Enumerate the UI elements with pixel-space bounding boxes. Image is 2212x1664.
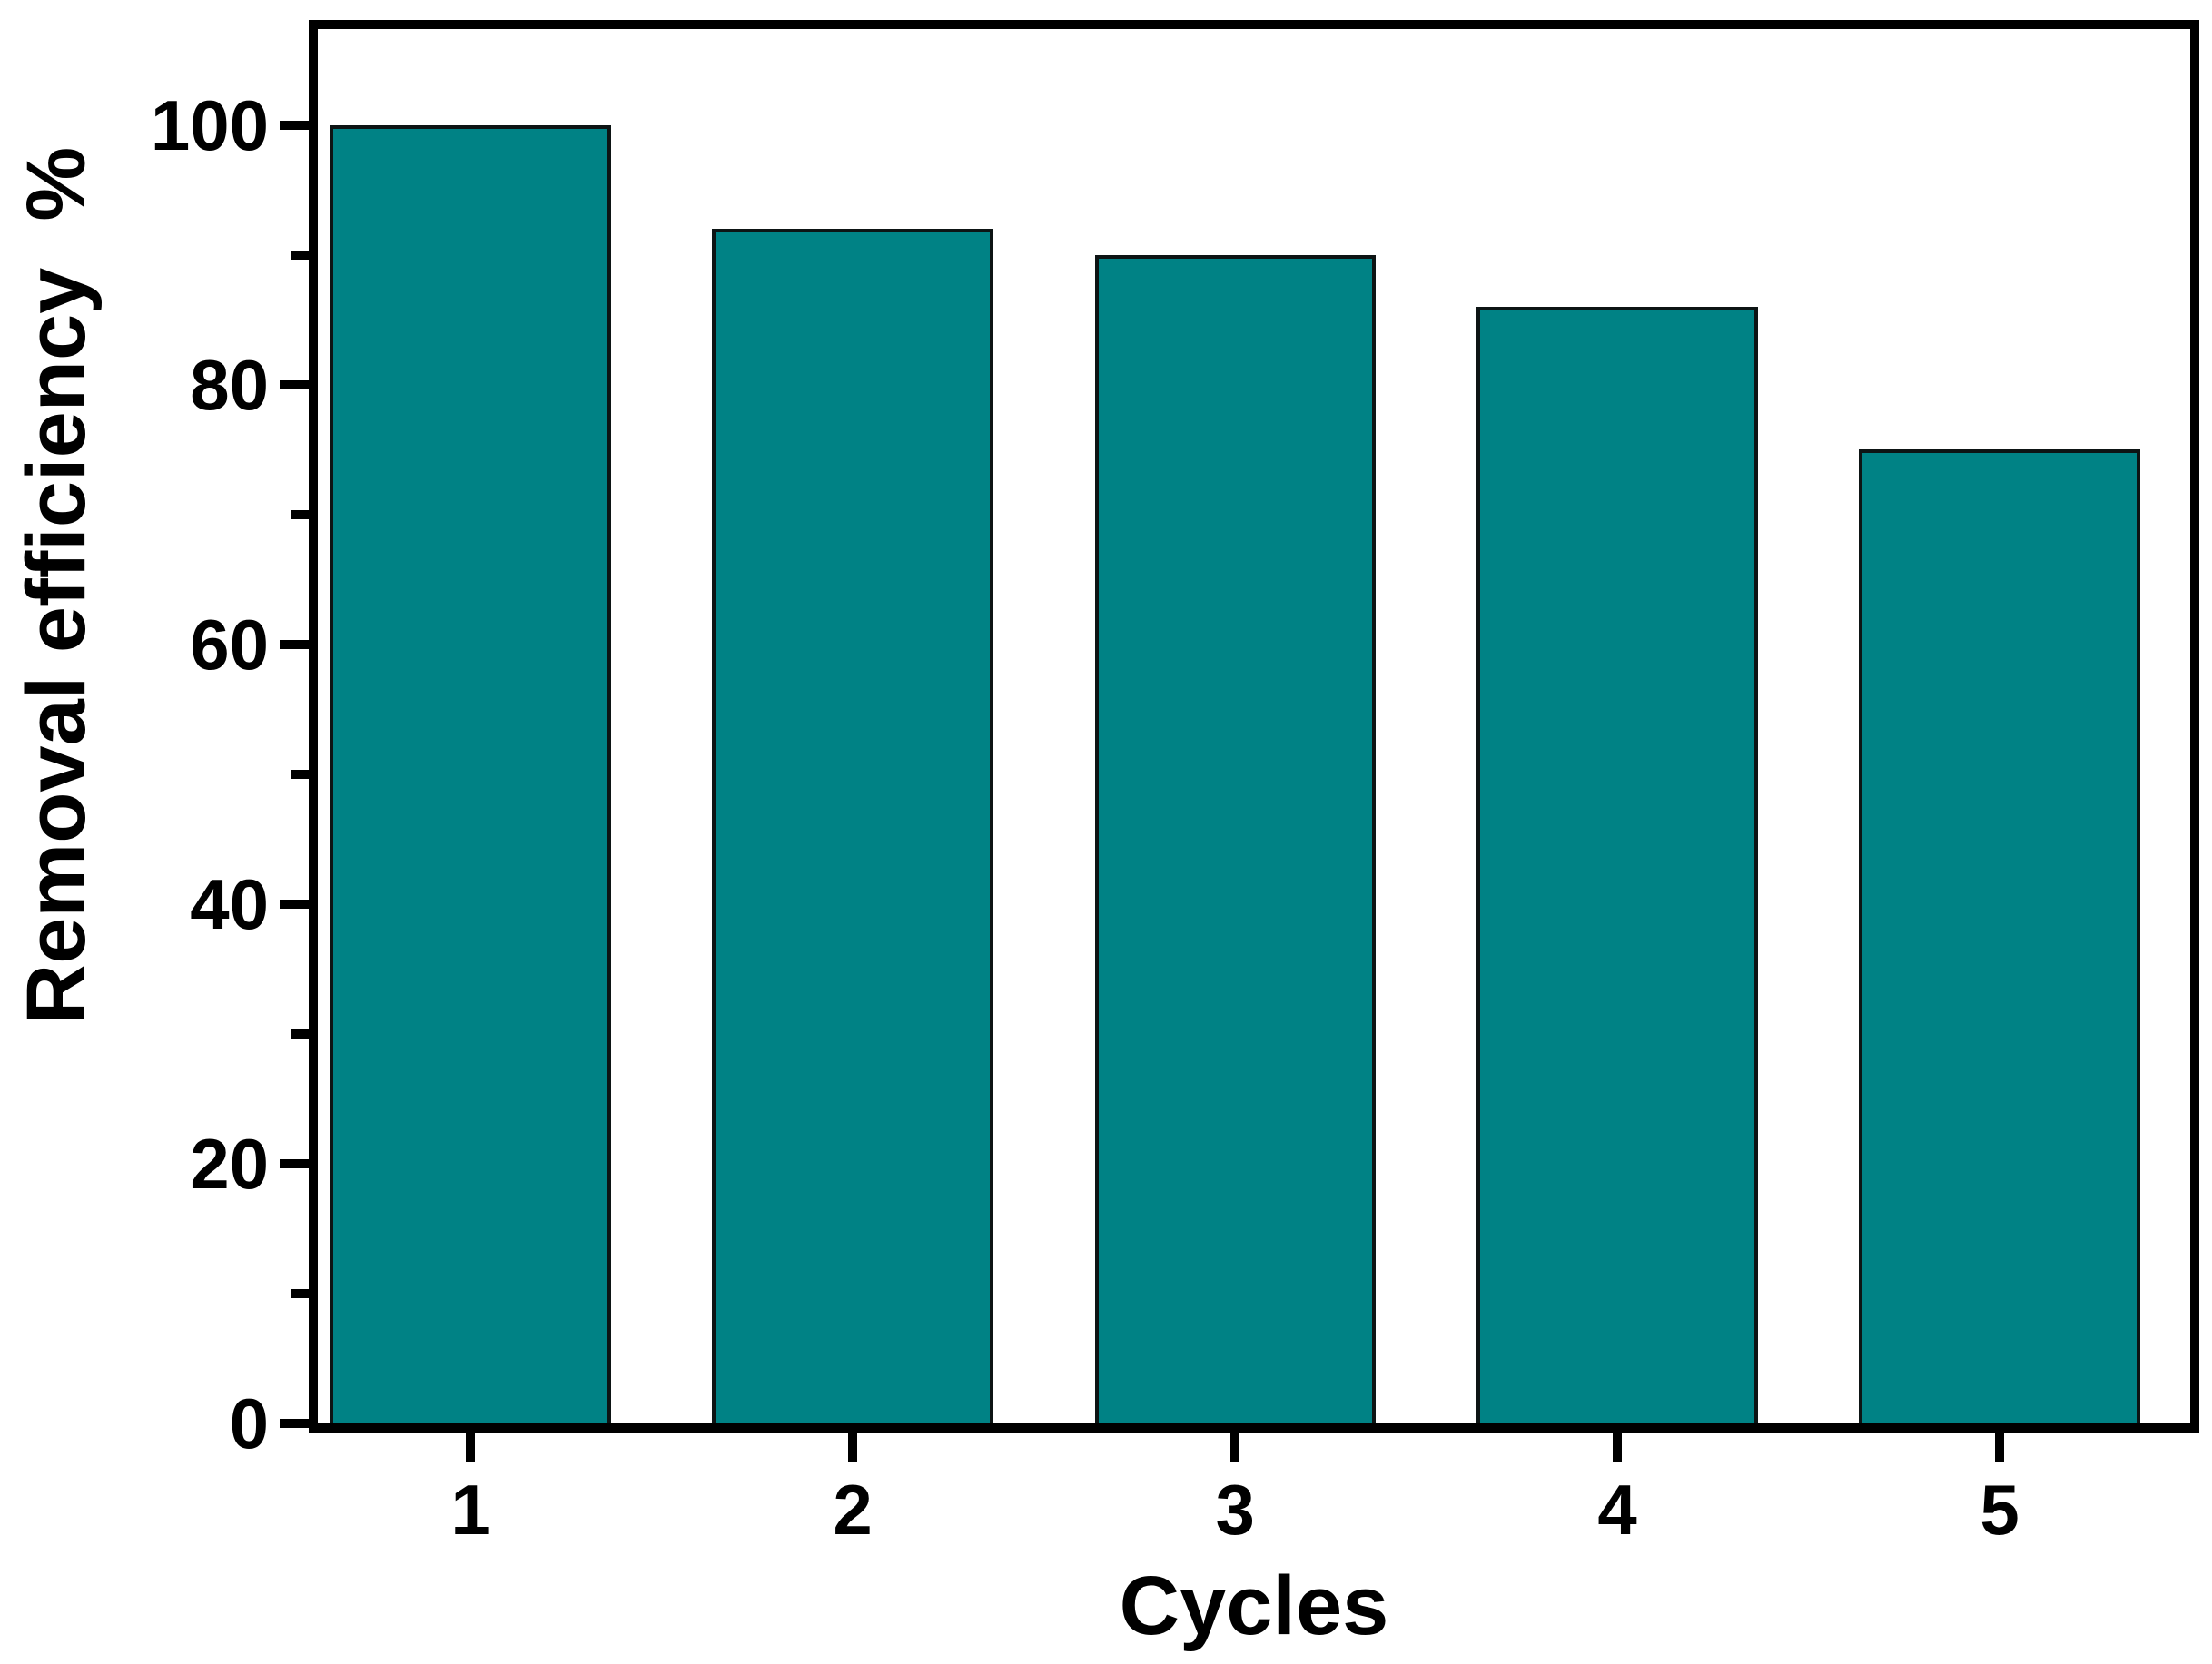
x-tick-label-2: 2: [833, 1470, 873, 1550]
y-minor-tick-10: [291, 1289, 309, 1298]
x-tick-2: [848, 1433, 858, 1462]
y-minor-tick-30: [291, 1029, 309, 1039]
y-major-tick-40: [280, 900, 309, 909]
x-tick-1: [466, 1433, 476, 1462]
y-tick-label-100: 100: [150, 85, 269, 165]
y-major-tick-80: [280, 380, 309, 389]
x-tick-label-1: 1: [450, 1470, 490, 1550]
y-minor-tick-90: [291, 251, 309, 260]
bar-cycle-3: [1094, 255, 1376, 1423]
x-tick-3: [1230, 1433, 1240, 1462]
bar-cycle-5: [1859, 449, 2140, 1423]
y-major-tick-60: [280, 640, 309, 649]
y-tick-label-0: 0: [229, 1383, 269, 1463]
y-major-tick-100: [280, 121, 309, 130]
x-tick-label-4: 4: [1597, 1470, 1637, 1550]
y-major-tick-0: [280, 1419, 309, 1428]
y-tick-label-80: 80: [190, 345, 269, 425]
plot-area: [280, 20, 2199, 1462]
y-tick-label-60: 60: [190, 605, 269, 684]
y-tick-label-40: 40: [190, 864, 269, 944]
y-minor-tick-70: [291, 510, 309, 519]
bar-cycle-1: [330, 125, 611, 1423]
y-major-tick-20: [280, 1159, 309, 1168]
bar-cycle-2: [712, 229, 993, 1423]
x-axis-title: Cycles: [1119, 1560, 1389, 1652]
x-tick-4: [1613, 1433, 1623, 1462]
bar-cycle-4: [1476, 307, 1758, 1423]
x-tick-label-3: 3: [1215, 1470, 1255, 1550]
y-tick-label-20: 20: [190, 1124, 269, 1204]
y-minor-tick-50: [291, 770, 309, 779]
x-tick-label-5: 5: [1980, 1470, 2019, 1550]
x-tick-5: [1995, 1433, 2005, 1462]
